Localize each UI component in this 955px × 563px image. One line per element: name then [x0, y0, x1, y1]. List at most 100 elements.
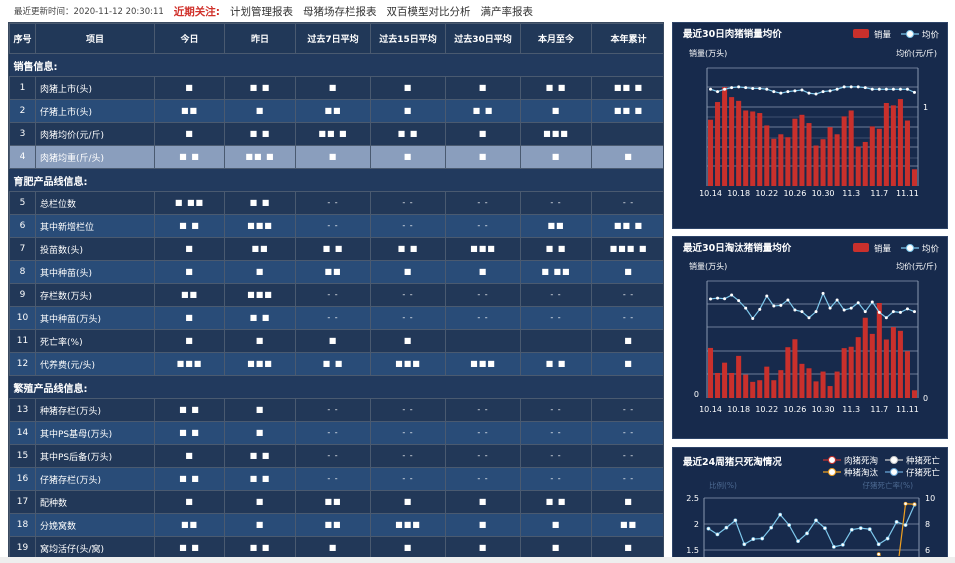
price-point: [737, 299, 741, 303]
masked-value: ■: [403, 106, 413, 115]
column-header: 昨日: [224, 23, 296, 54]
cell-value: ■: [445, 490, 521, 514]
table-row[interactable]: 13 种猪存栏(万头) ■ ■ ■ - - - - - - - - - -: [9, 398, 663, 422]
cell-value: ■: [520, 536, 592, 557]
cell-value: ■ ■: [224, 76, 296, 100]
sales-bar: [764, 366, 770, 398]
cell-value: ■ ■: [520, 76, 592, 100]
cell-value: ■ ■: [154, 421, 225, 445]
cell-value: - -: [295, 306, 371, 330]
masked-value: - -: [327, 198, 339, 207]
cell-value: ■■■: [224, 283, 296, 307]
price-point: [751, 316, 755, 320]
masked-value: ■: [478, 83, 488, 92]
cell-value: ■■ ■: [591, 214, 663, 238]
masked-value: - -: [477, 290, 489, 299]
cell-value: ■: [154, 490, 225, 514]
sales-bar: [827, 386, 833, 398]
price-point: [737, 85, 741, 89]
cell-value: - -: [520, 421, 592, 445]
bottom-edge: [0, 557, 955, 563]
masked-value: ■: [403, 336, 413, 345]
table-row[interactable]: 19 窝均活仔(头/窝) ■ ■ ■ ■ ■ ■ ■ ■ ■: [9, 536, 663, 557]
table-row[interactable]: 10 其中种苗(万头) ■ ■ ■ - - - - - - - - - -: [9, 306, 663, 330]
cell-value: ■: [224, 329, 296, 353]
masked-value: ■: [478, 129, 488, 138]
table-row[interactable]: 14 其中PS基母(万头) ■ ■ ■ - - - - - - - - - -: [9, 421, 663, 445]
row-item-name: 种猪存栏(万头): [35, 398, 155, 422]
table-row[interactable]: 7 投苗数(头) ■ ■■ ■ ■ ■ ■ ■■■ ■ ■ ■■■ ■: [9, 237, 663, 261]
x-tick-label: 10.18: [727, 189, 750, 198]
sales-bar: [862, 317, 868, 398]
table-row[interactable]: 17 配种数 ■ ■ ■■ ■ ■ ■ ■ ■: [9, 490, 663, 514]
cell-value: - -: [591, 306, 663, 330]
sales-bar: [834, 371, 840, 398]
sales-bar: [792, 118, 798, 186]
series-point: [742, 542, 747, 547]
legend-marker: [890, 468, 898, 476]
price-point: [772, 304, 776, 308]
masked-value: ■: [185, 129, 194, 138]
table-row[interactable]: 16 仔猪存栏(万头) ■ ■ ■ ■ - - - - - - - - - -: [9, 467, 663, 491]
cell-value: - -: [445, 191, 521, 215]
table-row[interactable]: 5 总栏位数 ■ ■■ ■ ■ - - - - - - - - - -: [9, 191, 663, 215]
table-row[interactable]: 6 其中新增栏位 ■ ■ ■■■ - - - - - - ■■ ■■ ■: [9, 214, 663, 238]
price-point: [870, 87, 874, 91]
x-tick-label: 10.18: [727, 405, 750, 414]
price-point: [807, 91, 811, 95]
cell-value: ■ ■: [224, 306, 296, 330]
x-tick-label: 10.22: [755, 405, 778, 414]
table-row[interactable]: 12 代养费(元/头) ■■■ ■■■ ■ ■ ■■■ ■■■ ■ ■ ■: [9, 352, 663, 376]
table-row[interactable]: 1 肉猪上市(头) ■ ■ ■ ■ ■ ■ ■ ■ ■■ ■: [9, 76, 663, 100]
series-point: [751, 537, 756, 541]
masked-value: ■: [624, 267, 633, 276]
table-row[interactable]: 11 死亡率(%) ■ ■ ■ ■ ■: [9, 329, 663, 353]
masked-value: ■ ■: [179, 405, 200, 414]
y-left-tick-label: 0: [694, 390, 699, 399]
table-row[interactable]: 18 分娩窝数 ■■ ■ ■■ ■■■ ■ ■ ■■: [9, 513, 663, 537]
cell-value: ■: [445, 122, 521, 146]
price-point: [821, 291, 825, 295]
cell-value: ■ ■: [154, 398, 225, 422]
row-number: 15: [9, 444, 36, 468]
table-row[interactable]: 4 肉猪均重(斤/头) ■ ■ ■■ ■ ■ ■ ■ ■ ■: [9, 145, 663, 169]
sales-bar: [722, 362, 728, 398]
legend-label: 销量: [874, 30, 892, 41]
cell-value: - -: [370, 283, 446, 307]
x-tick-label: 11.7: [870, 405, 888, 414]
y-axis-right-label: 均价(元/斤): [896, 261, 937, 271]
link-sow-farm-report[interactable]: 母猪场存栏报表: [303, 5, 377, 18]
cull-pig-sales-chart-panel: 最近30日淘汰猪销量均价 销量 均价 销量(万头) 均价(元/斤) 10.14 10.18 1…: [672, 236, 948, 439]
price-line: [710, 86, 915, 95]
sales-bar: [883, 339, 889, 398]
price-point: [891, 310, 895, 314]
cell-value: ■■■ ■: [591, 237, 663, 261]
cell-value: ■: [154, 237, 225, 261]
sales-bar: [708, 347, 714, 398]
masked-value: ■ ■: [249, 129, 271, 138]
price-point: [744, 86, 748, 90]
column-header: 今日: [154, 23, 225, 54]
top-bar: 最近更新时间：2020-11-12 20:30:11 近期关注: 计划管理报表 …: [14, 3, 533, 19]
table-row[interactable]: 9 存栏数(万头) ■■ ■■■ - -- -- -- -- -: [9, 283, 663, 307]
table-row[interactable]: 3 肉猪均价(元/斤) ■ ■ ■ ■■ ■ ■ ■ ■ ■■■: [9, 122, 663, 146]
sales-bar: [785, 137, 791, 186]
link-plan-report[interactable]: 计划管理报表: [230, 5, 293, 18]
masked-value: ■: [624, 152, 633, 161]
cell-value: ■: [224, 398, 296, 422]
price-point: [800, 88, 804, 92]
table-row[interactable]: 8 其中种苗(头) ■ ■ ■■ ■ ■ ■ ■■ ■: [9, 260, 663, 284]
series-point: [903, 523, 908, 527]
cell-value: [591, 122, 663, 146]
table-row[interactable]: 2 仔猪上市(头) ■■ ■ ■■ ■ ■ ■ ■ ■■ ■: [9, 99, 663, 123]
price-point: [709, 297, 713, 301]
chart-title: 最近24周猪只死淘情况: [683, 456, 782, 468]
masked-value: ■: [478, 497, 488, 506]
masked-value: - -: [402, 290, 414, 299]
link-full-production-report[interactable]: 满产率报表: [480, 5, 534, 18]
link-model-compare[interactable]: 双百模型对比分析: [386, 5, 471, 18]
price-point: [758, 307, 762, 311]
table-row[interactable]: 15 其中PS后备(万头) ■ ■ ■ - - - - - - - - - -: [9, 444, 663, 468]
masked-value: - -: [477, 428, 489, 437]
masked-value: ■ ■: [179, 543, 200, 552]
